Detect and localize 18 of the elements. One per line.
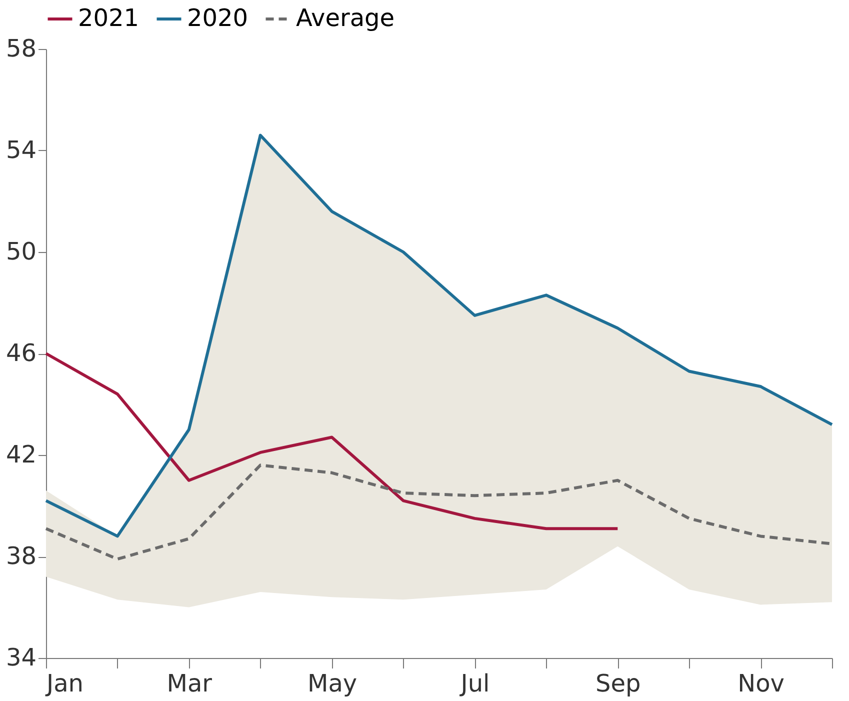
line-series xyxy=(44,352,620,530)
y-tick-label: 38 xyxy=(6,542,36,570)
y-tick-label: 42 xyxy=(6,440,36,468)
y-tick-label: 50 xyxy=(6,238,36,266)
legend-label: Average xyxy=(296,4,395,32)
y-tick-label: 34 xyxy=(6,644,36,672)
line-series xyxy=(44,134,834,538)
legend-label: 2021 xyxy=(78,4,140,32)
x-tick-label: Jul xyxy=(458,670,490,698)
x-tick-label: May xyxy=(308,670,358,698)
x-tick-label: Jan xyxy=(44,670,84,698)
y-tick-label: 46 xyxy=(6,339,36,367)
y-tick-label: 54 xyxy=(6,136,36,164)
x-tick-label: Nov xyxy=(738,670,784,698)
x-tick-label: Sep xyxy=(596,670,641,698)
x-tick-label: Mar xyxy=(166,670,212,698)
legend-label: 2020 xyxy=(187,4,248,32)
y-tick-label: 58 xyxy=(6,34,36,62)
